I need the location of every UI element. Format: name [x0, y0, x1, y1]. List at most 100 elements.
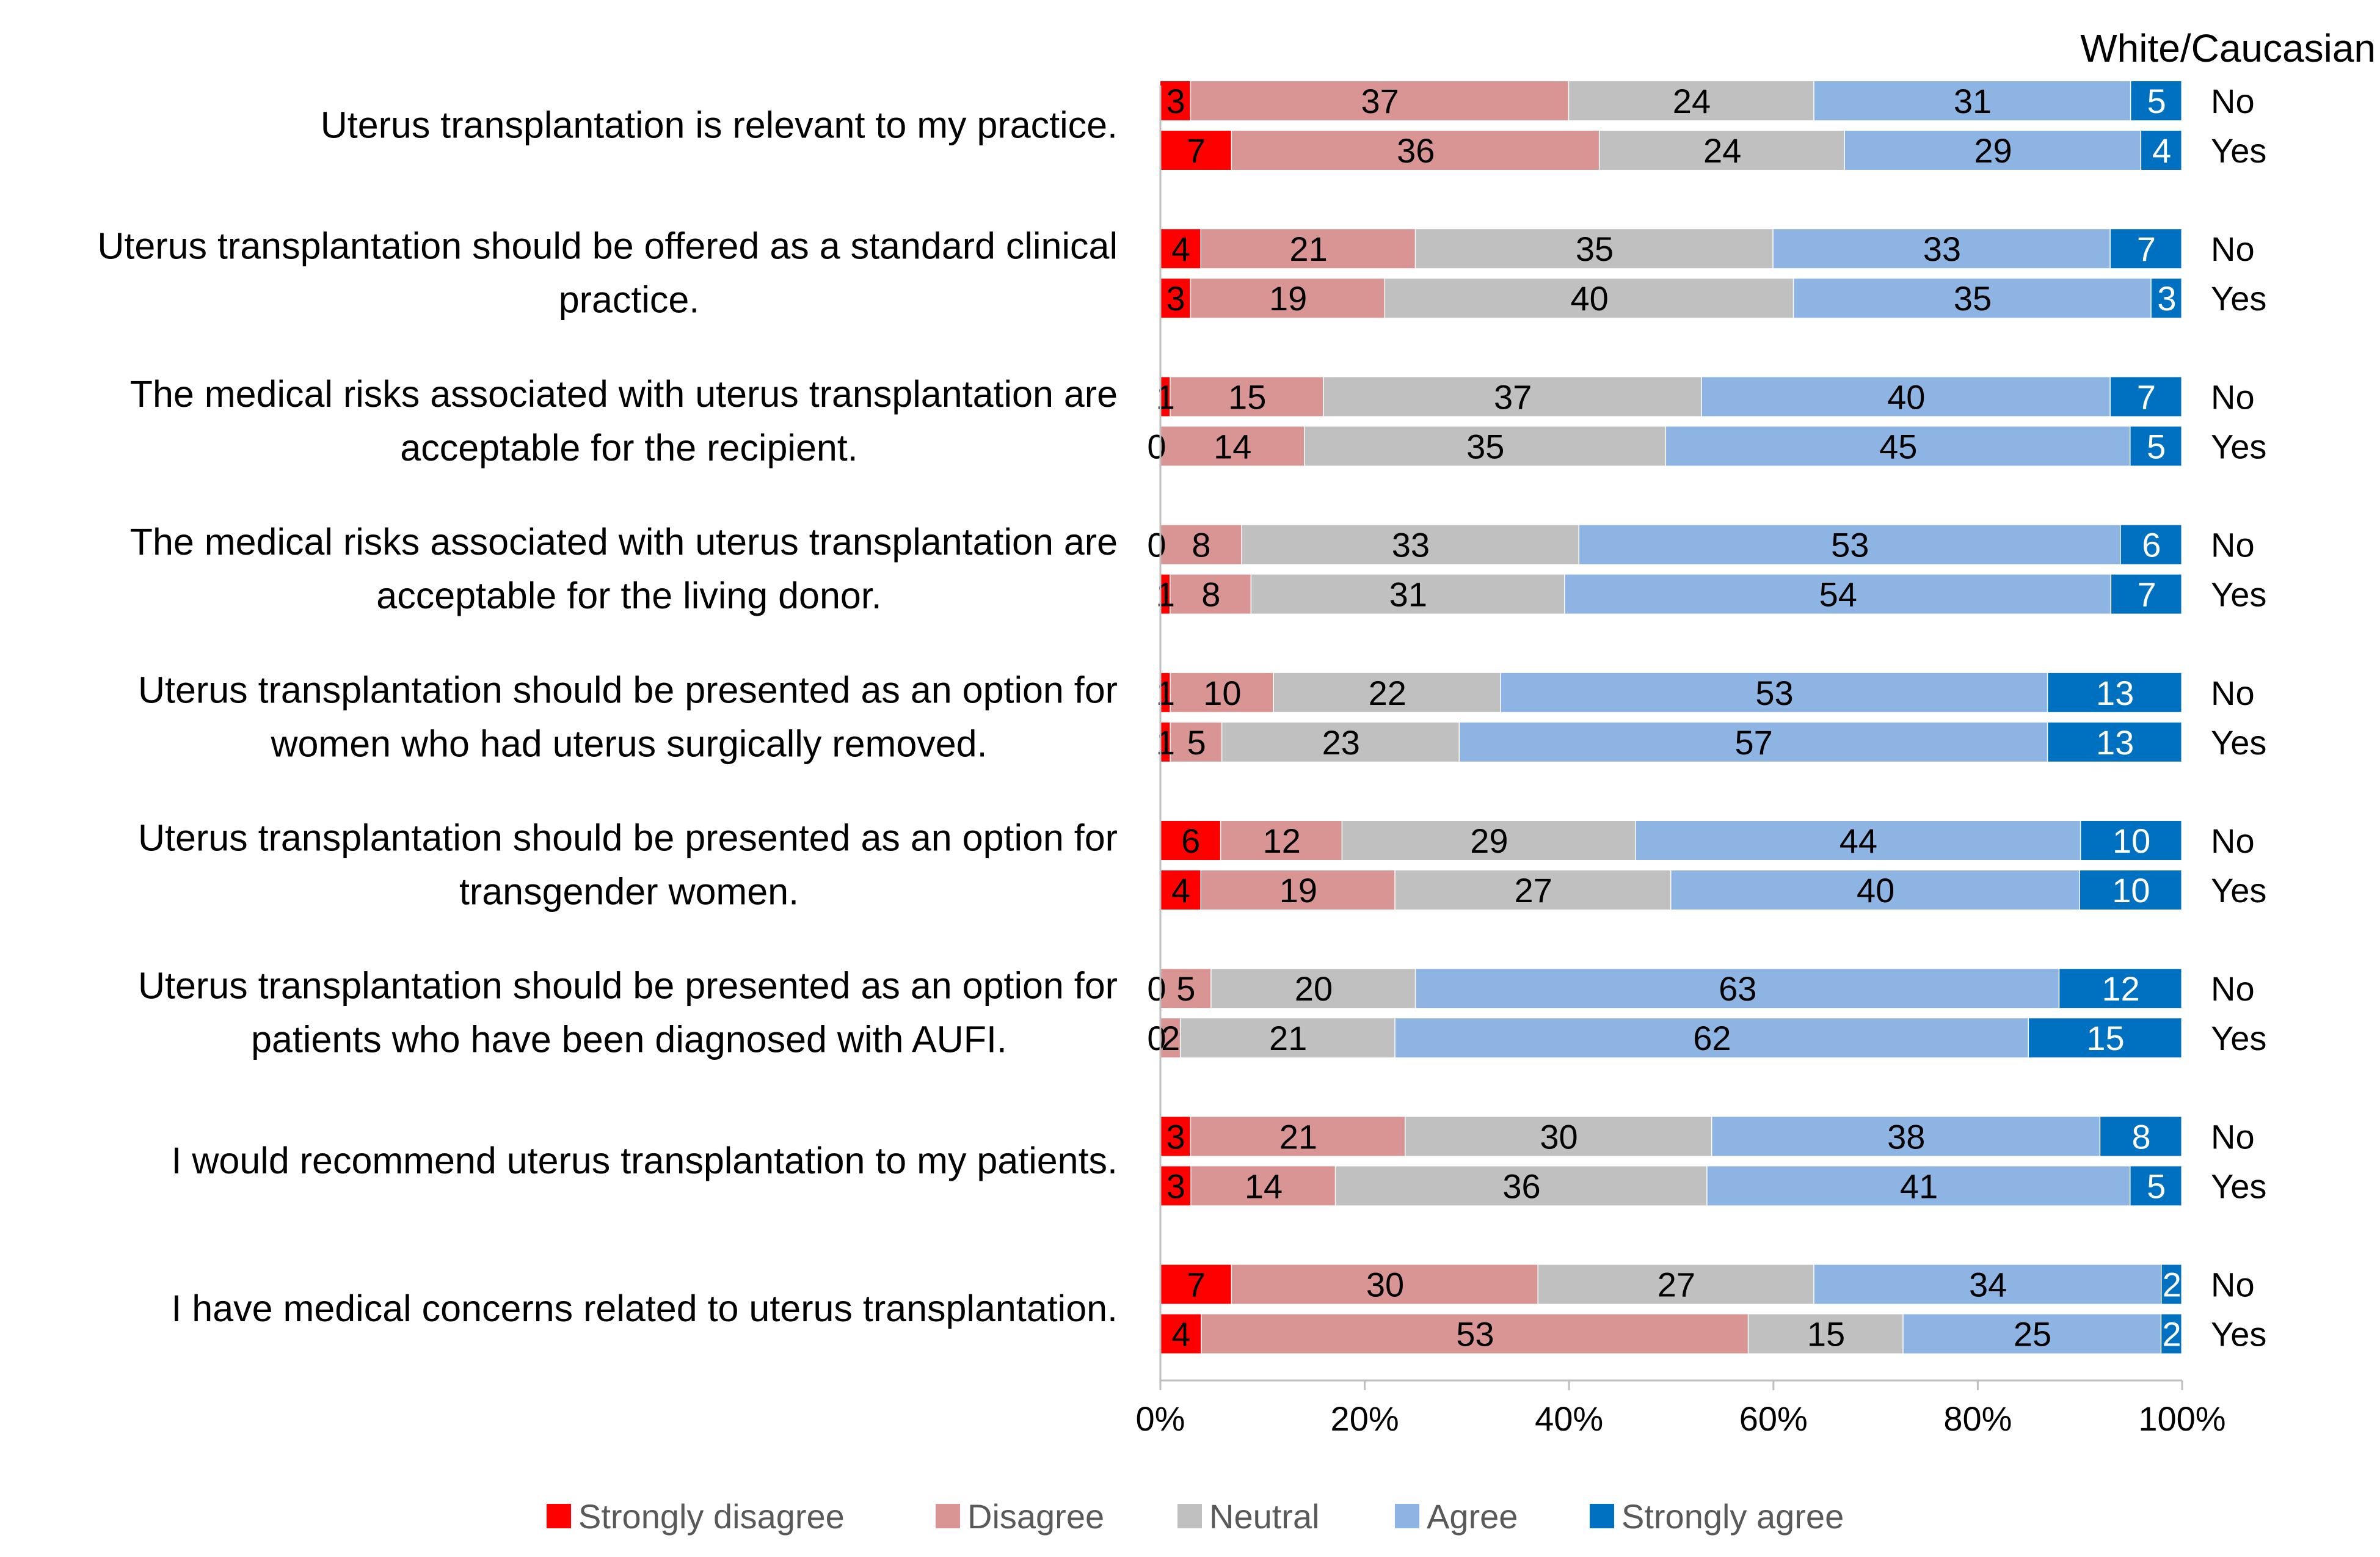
bar-segment [1579, 525, 2121, 564]
bar-segment [2120, 525, 2182, 564]
data-label: 4 [1171, 230, 1190, 268]
bar-segment [1160, 1018, 1181, 1058]
group-label: No [2211, 82, 2255, 120]
bar-segment [1385, 279, 1794, 318]
question-label: acceptable for the living donor. [376, 575, 881, 616]
group-label: No [2211, 674, 2255, 712]
bar-segment [1336, 1166, 1708, 1206]
x-axis: 0% 20% 40% 60% 80% 100% [1136, 86, 2226, 1438]
bar-segment [1599, 131, 1845, 170]
data-label: 6 [1181, 822, 1200, 860]
legend-swatch [1590, 1504, 1614, 1528]
data-label: 12 [1263, 822, 1301, 860]
data-label: 22 [1369, 674, 1407, 712]
data-label: 14 [1245, 1167, 1283, 1205]
data-label: 45 [1879, 427, 1917, 465]
data-label: 53 [1831, 526, 1869, 564]
bar-segment [1160, 969, 1212, 1008]
group-label: No [2211, 1266, 2255, 1304]
bar-segment [1160, 81, 1192, 120]
bar-segment [1666, 426, 2131, 466]
bar-segment [1671, 870, 2080, 910]
data-label: 29 [1974, 131, 2012, 170]
data-label: 27 [1514, 871, 1552, 910]
bar-segment [1170, 377, 1324, 417]
data-label: 19 [1269, 279, 1307, 318]
x-tick-label: 100% [2138, 1399, 2225, 1438]
bar-segment [1160, 673, 1171, 712]
data-label: 7 [2137, 575, 2156, 614]
data-label: 12 [2102, 969, 2139, 1008]
legend-entry: Agree [1427, 1497, 1518, 1536]
data-label: 3 [1166, 1117, 1185, 1156]
x-tick-label: 40% [1535, 1399, 1603, 1438]
bar-segment [1170, 673, 1274, 712]
x-tick-label: 60% [1739, 1399, 1808, 1438]
bar-segment [1749, 1314, 1904, 1354]
bar-segment [2110, 377, 2182, 417]
bar-segment [1160, 377, 1171, 417]
bar-segment [2130, 1166, 2182, 1206]
bar-segment [2100, 1117, 2182, 1156]
data-label: 30 [1540, 1117, 1578, 1156]
bar-segment [1170, 574, 1252, 614]
data-label: 21 [1269, 1019, 1307, 1057]
data-label: 2 [2163, 1315, 2182, 1354]
bar-segment [1191, 81, 1570, 120]
bar-segment [1405, 1117, 1712, 1156]
data-label: 53 [1456, 1315, 1494, 1354]
data-label: 19 [1279, 871, 1317, 910]
bar-segment [1170, 722, 1223, 762]
bar-segment [1416, 229, 1774, 269]
data-label: 4 [1171, 871, 1190, 910]
bar-segment [1538, 1264, 1814, 1304]
bar-segment [1201, 229, 1416, 269]
x-tick-label: 80% [1943, 1399, 2012, 1438]
legend: Strongly disagree Disagree Neutral Agree Str… [547, 1497, 1844, 1536]
bar-segment [2130, 426, 2182, 466]
bar-segment [2080, 870, 2182, 910]
data-label: 21 [1289, 230, 1327, 268]
question-label: I would recommend uterus transplantation… [171, 1140, 1118, 1181]
bar-segment [1201, 870, 1396, 910]
bar-segment [1232, 131, 1600, 170]
data-label: 40 [1887, 377, 1925, 416]
group-label: No [2211, 969, 2255, 1008]
data-label: 35 [1954, 279, 1992, 318]
data-label: 63 [1719, 969, 1756, 1008]
bar-segment [1712, 1117, 2101, 1156]
bar-segment [1636, 821, 2081, 860]
data-label: 62 [1693, 1019, 1731, 1057]
data-label: 4 [2152, 131, 2171, 170]
bar-segment [1191, 279, 1386, 318]
data-label: 41 [1900, 1167, 1938, 1205]
data-label: 21 [1279, 1117, 1317, 1156]
bar-segment [1211, 969, 1416, 1008]
data-label: 1 [1156, 674, 1175, 712]
question-label: Uterus transplantation should be present… [138, 817, 1118, 859]
data-label: 53 [1755, 674, 1793, 712]
bar-segment [1160, 1166, 1192, 1206]
bar-segment [1160, 1314, 1202, 1354]
data-label: 10 [2113, 822, 2150, 860]
data-label: 40 [1857, 871, 1894, 910]
question-label: women who had uterus surgically removed. [270, 723, 987, 764]
bar-segment [1221, 821, 1343, 860]
bars-layer [1160, 81, 2183, 1354]
data-label: 3 [1166, 82, 1185, 120]
group-label: Yes [2211, 871, 2266, 910]
question-label: patients who have been diagnosed with AU… [251, 1019, 1007, 1060]
data-label: 29 [1470, 822, 1508, 860]
bar-segment [2048, 722, 2182, 762]
data-label: 35 [1576, 230, 1614, 268]
bar-segment [1701, 377, 2111, 417]
bar-segment [2111, 574, 2182, 614]
data-label: 10 [1203, 674, 1241, 712]
data-label: 3 [2157, 279, 2176, 318]
data-label: 57 [1735, 723, 1773, 762]
bar-segment [1160, 279, 1192, 318]
data-label: 15 [1807, 1315, 1845, 1354]
bar-segment [1160, 722, 1171, 762]
bar-segment [2141, 131, 2182, 170]
